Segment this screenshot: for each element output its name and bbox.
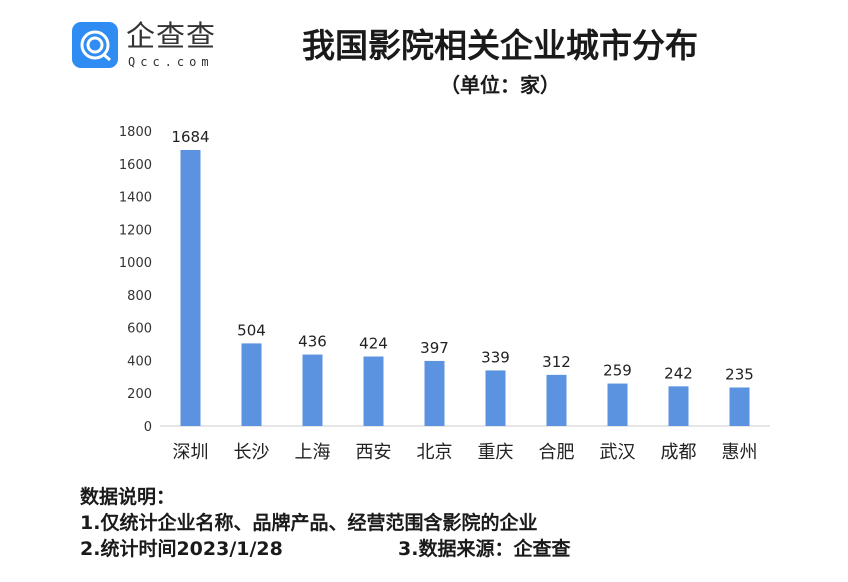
note-2: 2.统计时间2023/1/28 xyxy=(80,538,283,560)
x-tick-label: 深圳 xyxy=(173,442,209,463)
y-tick-label: 0 xyxy=(144,420,152,435)
y-tick-label: 600 xyxy=(127,322,152,337)
y-tick-label: 1200 xyxy=(119,223,152,238)
x-tick-label: 合肥 xyxy=(539,442,575,463)
bar xyxy=(363,356,384,426)
y-tick-label: 800 xyxy=(127,289,152,304)
y-tick-label: 400 xyxy=(127,354,152,369)
data-label: 242 xyxy=(664,364,693,382)
x-tick-label: 上海 xyxy=(295,442,331,463)
y-tick-label: 1800 xyxy=(119,125,152,140)
bar xyxy=(241,343,262,426)
bar xyxy=(546,374,567,426)
chart-title: 我国影院相关企业城市分布 xyxy=(302,26,698,65)
x-tick-label: 重庆 xyxy=(478,442,514,463)
x-tick-label: 西安 xyxy=(356,442,392,463)
data-label: 397 xyxy=(420,339,449,357)
logo-text: 企查查 xyxy=(126,19,217,53)
bar xyxy=(668,386,689,426)
data-label: 436 xyxy=(298,333,327,351)
chart-subtitle: （单位：家） xyxy=(440,73,560,97)
bar xyxy=(485,370,506,426)
x-tick-label: 北京 xyxy=(417,442,453,463)
bar xyxy=(180,150,201,426)
data-label: 339 xyxy=(481,348,510,366)
data-label: 1684 xyxy=(171,128,209,146)
y-tick-label: 1000 xyxy=(119,256,152,271)
data-label: 312 xyxy=(542,353,571,371)
bar xyxy=(607,383,628,426)
bar xyxy=(424,360,445,426)
y-tick-label: 200 xyxy=(127,387,152,402)
x-tick-label: 成都 xyxy=(661,442,697,463)
x-tick-label: 武汉 xyxy=(600,442,636,463)
bar xyxy=(302,354,323,426)
x-tick-label: 长沙 xyxy=(234,442,270,463)
data-label: 504 xyxy=(237,321,266,339)
data-label: 259 xyxy=(603,362,632,380)
data-label: 424 xyxy=(359,335,388,353)
logo-domain: Qcc.com xyxy=(128,55,214,69)
note-3: 3.数据来源：企查查 xyxy=(398,538,571,560)
notes-heading: 数据说明： xyxy=(80,486,176,508)
data-notes: 数据说明： 1.仅统计企业名称、品牌产品、经营范围含影院的企业 2.统计时间20… xyxy=(80,484,537,562)
y-tick-label: 1400 xyxy=(119,191,152,206)
qcc-logo-icon xyxy=(72,22,118,68)
note-1: 1.仅统计企业名称、品牌产品、经营范围含影院的企业 xyxy=(80,512,538,534)
x-tick-label: 惠州 xyxy=(722,442,758,463)
bar xyxy=(729,387,750,426)
data-label: 235 xyxy=(725,365,754,383)
y-tick-label: 1600 xyxy=(119,158,152,173)
